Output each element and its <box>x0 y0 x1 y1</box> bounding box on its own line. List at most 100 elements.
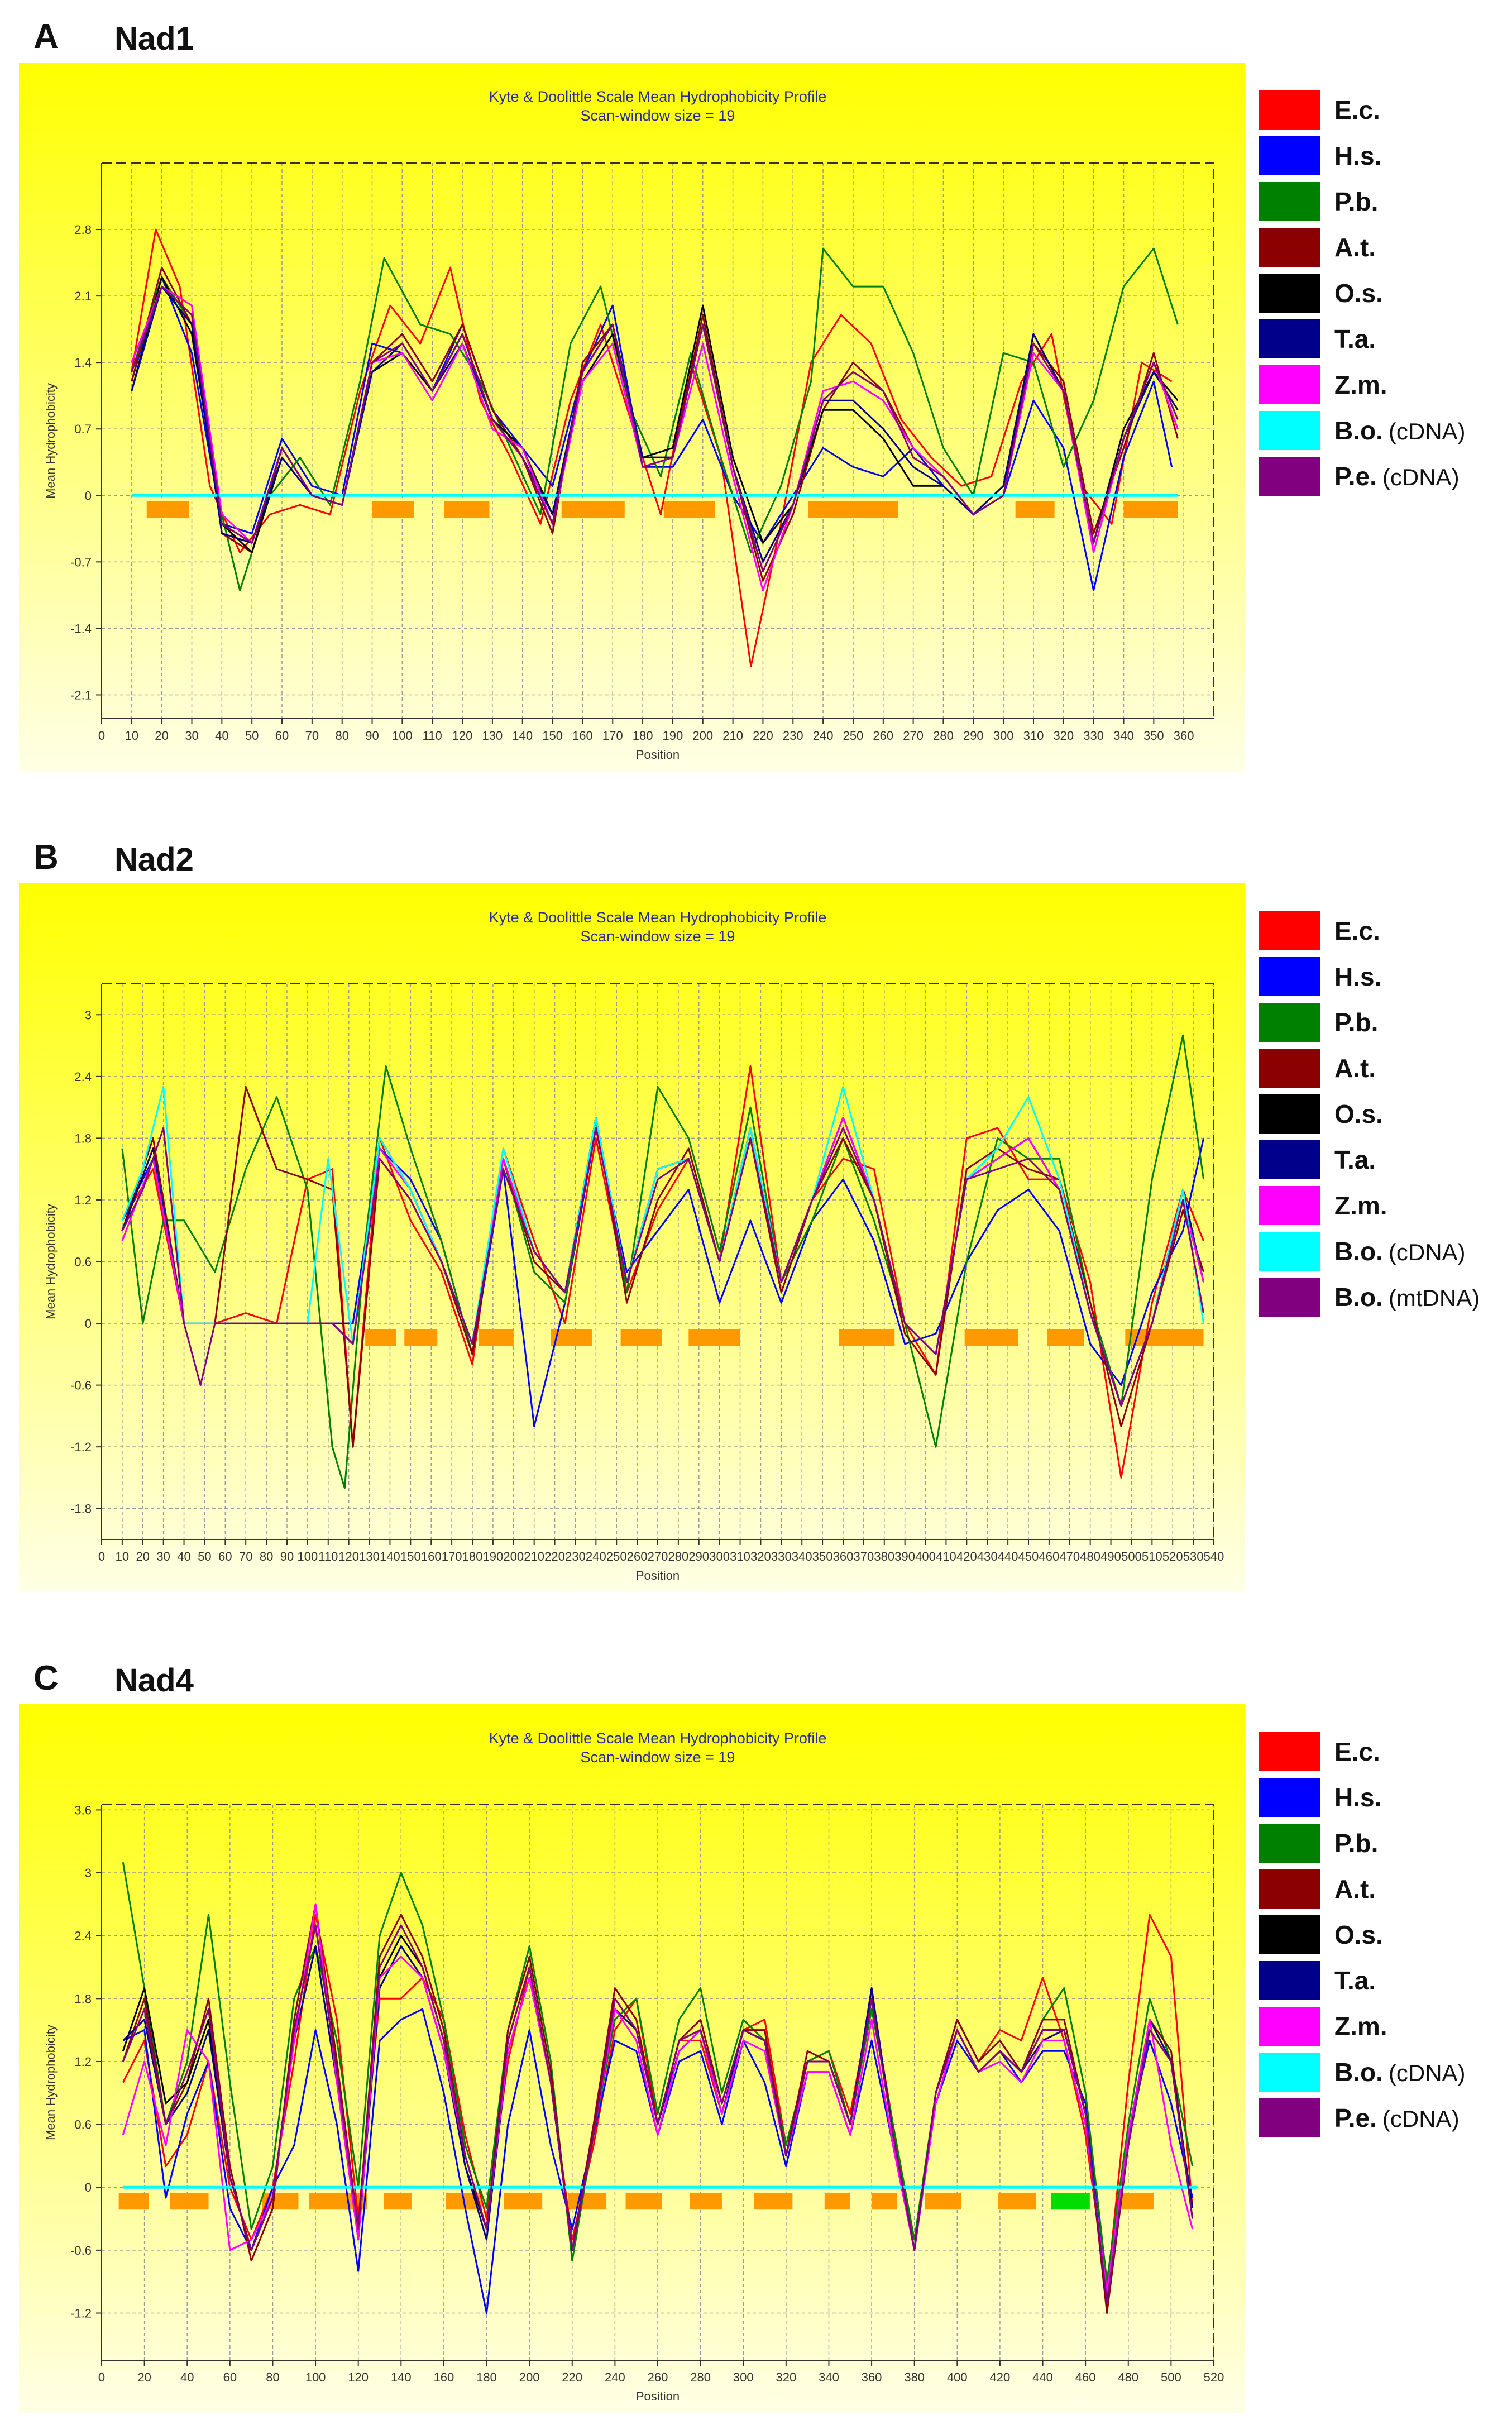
y-tick-label: 0.7 <box>74 422 92 436</box>
y-tick-label: 3 <box>85 1866 92 1880</box>
legend-item: E.c. <box>1259 90 1505 130</box>
x-tick-label: 210 <box>722 729 743 743</box>
panel-title: Nad1 <box>114 21 194 57</box>
x-tick-label: 0 <box>98 2370 105 2384</box>
legend-item: P.b. <box>1259 1824 1505 1863</box>
legend-swatch <box>1259 1049 1320 1088</box>
legend-code: T.a. <box>1334 324 1376 353</box>
hydrophobicity-chart: Kyte & Doolittle Scale Mean Hydrophobici… <box>19 883 1245 1592</box>
x-tick-label: 200 <box>692 729 713 743</box>
panel-c: C Nad4 Kyte & Doolittle Scale Mean Hydro… <box>0 1642 1512 2420</box>
x-tick-label: 340 <box>819 2370 839 2384</box>
legend-code: B.o. <box>1334 2058 1383 2087</box>
y-tick-label: -1.2 <box>70 1440 92 1454</box>
x-tick-label: 100 <box>392 729 413 743</box>
chart-title: Kyte & Doolittle Scale Mean Hydrophobici… <box>489 909 827 926</box>
legend-item: Z.m. <box>1259 2007 1505 2046</box>
x-tick-label: 330 <box>1083 729 1104 743</box>
y-axis-label: Mean Hydrophobicity <box>44 1204 58 1319</box>
legend-item: Z.m. <box>1259 1186 1505 1225</box>
panel-letter: B <box>34 838 59 877</box>
series-line-a-t- <box>121 1085 1205 1448</box>
x-tick-label: 20 <box>155 729 168 743</box>
transmembrane-segment <box>824 2193 850 2210</box>
legend-code: P.b. <box>1334 1829 1379 1858</box>
y-tick-label: 2.1 <box>74 289 92 303</box>
x-tick-label: 350 <box>812 1549 833 1563</box>
x-tick-label: 400 <box>947 2370 968 2384</box>
legend-item: P.e. (cDNA) <box>1259 457 1505 496</box>
x-tick-label: 490 <box>1100 1549 1121 1563</box>
x-tick-label: 240 <box>813 729 834 743</box>
legend-label: A.t. <box>1334 1874 1376 1904</box>
x-tick-label: 300 <box>993 729 1014 743</box>
transmembrane-segment <box>1123 501 1178 518</box>
transmembrane-segment <box>754 2193 793 2210</box>
x-tick-label: 380 <box>904 2370 925 2384</box>
x-tick-label: 80 <box>266 2370 279 2384</box>
transmembrane-segment <box>1051 2193 1090 2210</box>
transmembrane-segment <box>568 2193 607 2210</box>
x-tick-label: 300 <box>733 2370 754 2384</box>
legend-item: E.c. <box>1259 1732 1505 1771</box>
x-tick-label: 310 <box>730 1549 750 1563</box>
transmembrane-segment <box>561 501 625 518</box>
legend-label: B.o. (mtDNA) <box>1334 1282 1480 1312</box>
legend-item: O.s. <box>1259 1915 1505 1954</box>
legend: E.c. H.s. P.b. A.t. O.s. T.a. Z.m. B.o. (cDNA) B.… <box>1259 911 1505 1336</box>
legend-swatch <box>1259 1232 1320 1271</box>
x-tick-label: 260 <box>648 2370 668 2384</box>
x-tick-label: 0 <box>98 729 105 743</box>
legend-label: P.e. (cDNA) <box>1334 461 1460 491</box>
x-tick-label: 40 <box>177 1549 190 1563</box>
transmembrane-segment <box>808 501 898 518</box>
x-tick-label: 150 <box>542 729 563 743</box>
x-tick-label: 340 <box>792 1549 812 1563</box>
x-tick-label: 450 <box>1018 1549 1039 1563</box>
x-tick-label: 460 <box>1039 1549 1060 1563</box>
series-line-p-b- <box>121 1034 1205 1489</box>
x-tick-label: 520 <box>1162 1549 1183 1563</box>
transmembrane-segment <box>118 2193 149 2210</box>
chart-subtitle: Scan-window size = 19 <box>581 107 735 124</box>
x-tick-label: 170 <box>442 1549 462 1563</box>
legend-item: A.t. <box>1259 228 1505 267</box>
chart-container: Kyte & Doolittle Scale Mean Hydrophobici… <box>19 883 1245 1592</box>
x-tick-label: 20 <box>136 1549 150 1563</box>
legend-swatch <box>1259 1278 1320 1317</box>
transmembrane-segment <box>688 1329 740 1346</box>
transmembrane-segment <box>309 2193 367 2210</box>
legend-swatch <box>1259 1778 1320 1817</box>
y-tick-label: 2.4 <box>74 1929 92 1943</box>
legend-label: P.b. <box>1334 1828 1378 1858</box>
legend-label: T.a. <box>1334 1145 1376 1175</box>
y-tick-label: 0 <box>85 489 92 503</box>
x-tick-label: 180 <box>462 1549 483 1563</box>
transmembrane-segment <box>964 1329 1018 1346</box>
x-tick-label: 160 <box>421 1549 442 1563</box>
series-line-t-a- <box>131 285 1179 563</box>
x-tick-label: 170 <box>602 729 623 743</box>
transmembrane-segment <box>872 2193 898 2210</box>
legend-label: E.c. <box>1334 916 1380 946</box>
legend-swatch <box>1259 457 1320 496</box>
y-tick-label: 0.6 <box>74 1255 92 1269</box>
x-tick-label: 200 <box>519 2370 540 2384</box>
x-tick-label: 260 <box>873 729 893 743</box>
y-axis-label: Mean Hydrophobicity <box>44 383 58 499</box>
legend-label: E.c. <box>1334 1737 1380 1767</box>
x-tick-label: 60 <box>218 1549 232 1563</box>
x-tick-label: 320 <box>750 1549 771 1563</box>
legend-item: H.s. <box>1259 136 1505 175</box>
legend-label: H.s. <box>1334 962 1381 992</box>
legend-item: B.o. (cDNA) <box>1259 2053 1505 2092</box>
legend-code: A.t. <box>1334 233 1376 262</box>
x-tick-label: 40 <box>215 729 228 743</box>
x-tick-label: 230 <box>783 729 803 743</box>
x-tick-label: 370 <box>854 1549 874 1563</box>
legend-code: B.o. <box>1334 1283 1383 1312</box>
x-tick-label: 100 <box>305 2370 326 2384</box>
x-tick-label: 230 <box>565 1549 586 1563</box>
y-tick-label: 2.8 <box>74 223 92 237</box>
chart-title: Kyte & Doolittle Scale Mean Hydrophobici… <box>489 88 827 105</box>
